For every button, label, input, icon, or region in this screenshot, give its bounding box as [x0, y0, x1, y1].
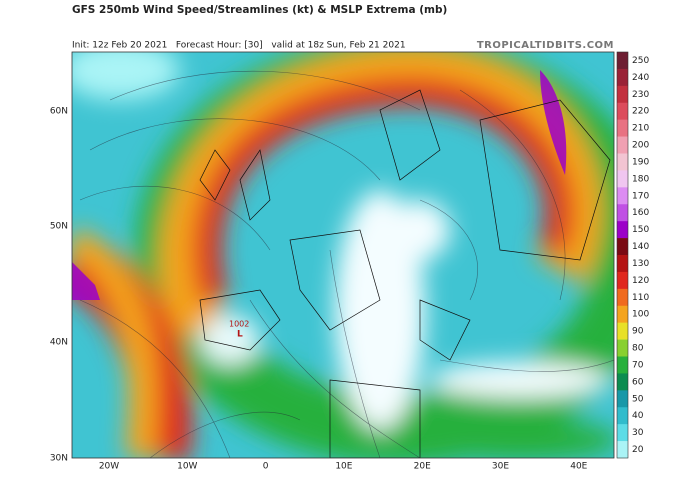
colorbar-label: 220 [632, 107, 649, 117]
colorbar-label: 170 [632, 191, 649, 201]
subtitle: Init: 12z Feb 20 2021 Forecast Hour: [30… [72, 41, 406, 51]
colorbar-label: 180 [632, 174, 649, 184]
colorbar-label: 250 [632, 56, 649, 66]
colorbar-label: 230 [632, 90, 649, 100]
colorbar-swatch [617, 373, 628, 391]
latitude-label: 40N [50, 338, 68, 348]
colorbar-swatch [617, 102, 628, 120]
map-frame [71, 51, 615, 459]
colorbar-swatch [617, 407, 628, 425]
colorbar-swatch [617, 238, 628, 256]
colorbar-swatch [617, 339, 628, 357]
colorbar-label: 90 [632, 327, 644, 337]
latitude-label: 50N [50, 222, 68, 232]
colorbar-swatch [617, 356, 628, 374]
colorbar-label: 80 [632, 344, 644, 354]
colorbar-label: 60 [632, 377, 644, 387]
longitude-label: 0 [263, 462, 269, 472]
longitude-label: 40E [570, 462, 587, 472]
longitude-label: 10W [177, 462, 197, 472]
colorbar: 250 240 230 220 210 200 190 180 170 160 150 140 130 1… [616, 51, 649, 459]
colorbar-swatch [617, 271, 628, 290]
colorbar-label: 130 [632, 259, 649, 269]
colorbar-swatch [617, 136, 628, 154]
colorbar-swatch [617, 119, 628, 137]
colorbar-frame [616, 51, 629, 459]
colorbar-swatch [617, 170, 628, 188]
colorbar-swatch [617, 390, 628, 408]
longitude-labels: 20W 10W 0 10E 20E 30E 40E [99, 462, 588, 472]
longitude-label: 20E [414, 462, 431, 472]
colorbar-swatch [617, 204, 628, 222]
pressure-symbol: L [237, 330, 243, 340]
latitude-label: 30N [50, 454, 68, 464]
colorbar-swatch [617, 221, 628, 239]
source: TROPICALTIDBITS.COM [477, 40, 614, 51]
colorbar-label: 140 [632, 242, 649, 252]
colorbar-label: 240 [632, 73, 649, 83]
colorbar-label: 110 [632, 293, 649, 303]
longitude-label: 20W [99, 462, 119, 472]
colorbar-swatch [617, 68, 628, 87]
colorbar-label: 120 [632, 276, 649, 286]
colorbar-swatch [617, 322, 628, 340]
colorbar-label: 190 [632, 157, 649, 167]
colorbar-swatch [617, 424, 628, 442]
colorbar-label: 20 [632, 445, 644, 455]
latitude-labels: 60N 50N 40N 30N [50, 107, 68, 464]
colorbar-label: 100 [632, 310, 649, 320]
colorbar-label: 40 [632, 411, 644, 421]
colorbar-label: 150 [632, 225, 649, 235]
colorbar-swatch [617, 441, 628, 459]
colorbar-swatch [617, 187, 628, 205]
longitude-label: 30E [492, 462, 509, 472]
colorbar-swatch [617, 153, 628, 171]
colorbar-label: 70 [632, 360, 644, 370]
colorbar-label: 160 [632, 208, 649, 218]
colorbar-swatch [617, 305, 628, 323]
latitude-label: 60N [50, 107, 68, 117]
colorbar-swatch [617, 85, 628, 104]
map: 1002 L [72, 52, 614, 458]
colorbar-swatch [617, 255, 628, 273]
title: GFS 250mb Wind Speed/Streamlines (kt) & … [72, 4, 447, 16]
colorbar-label: 30 [632, 428, 644, 438]
colorbar-swatch [617, 288, 628, 307]
colorbar-label: 200 [632, 141, 649, 151]
pressure-value: 1002 [229, 320, 249, 329]
colorbar-label: 50 [632, 394, 644, 404]
colorbar-swatch [617, 52, 628, 70]
colorbar-label: 210 [632, 124, 649, 134]
longitude-label: 10E [335, 462, 352, 472]
